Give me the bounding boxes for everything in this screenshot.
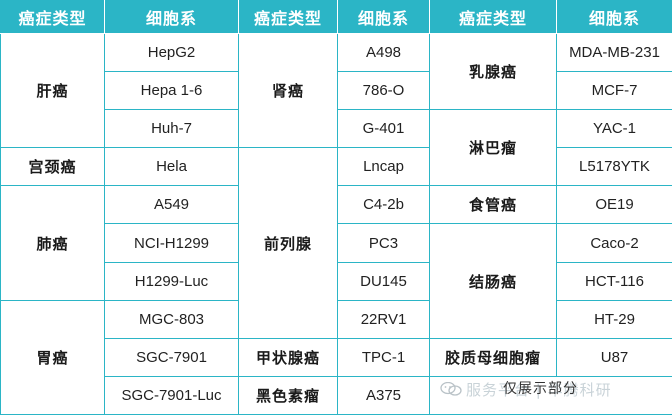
cancer-type-cell: 肾癌	[238, 32, 338, 149]
cell-line-cell: L5178YTK	[556, 147, 672, 187]
cancer-type-cell: 胶质母细胞瘤	[429, 337, 557, 377]
watermark: 服务平台 | 华腾科研	[440, 376, 612, 402]
cell-line-cell: A549	[104, 185, 239, 225]
cell-line-cell: SGC-7901	[104, 337, 239, 377]
cell-line-cell: A375	[337, 375, 430, 415]
cell-line-cell: MDA-MB-231	[556, 32, 672, 73]
cell-line-cell: Lncap	[337, 147, 430, 187]
header-row: 癌症类型 细胞系 癌症类型 细胞系 癌症类型 细胞系	[0, 0, 672, 34]
cancer-type-cell: 胃癌	[0, 299, 105, 415]
table-row: 宫颈癌 Hela 前列腺 Lncap L5178YTK	[0, 147, 672, 339]
cell-line-cell: G-401	[337, 109, 430, 149]
table-row: 胃癌 MGC-803 22RV1 HT-29	[0, 299, 672, 415]
table-row: SGC-7901 甲状腺癌 TPC-1 胶质母细胞瘤 U87	[1, 337, 672, 377]
cancer-type-cell: 淋巴瘤	[429, 109, 557, 187]
cell-line-cell: DU145	[337, 261, 430, 301]
cell-line-cell: YAC-1	[556, 109, 672, 149]
cell-line-cell: 22RV1	[337, 299, 430, 339]
cancer-type-cell: 黑色素瘤	[238, 375, 338, 415]
table-row: Huh-7 G-401 淋巴瘤 YAC-1	[1, 109, 672, 187]
cancer-type-cell: 前列腺	[238, 147, 338, 339]
header-cancer-type-2: 癌症类型	[238, 0, 338, 34]
cell-line-cell: HT-29	[556, 299, 672, 339]
cancer-type-cell: 甲状腺癌	[238, 337, 338, 377]
cell-line-cell: TPC-1	[337, 337, 430, 377]
table-row: NCI-H1299 PC3 结肠癌 Caco-2	[1, 223, 672, 339]
header-cancer-type-3: 癌症类型	[429, 0, 557, 34]
cell-line-cell: HCT-116	[556, 261, 672, 301]
cancer-type-cell: 宫颈癌	[0, 147, 105, 187]
header-cell-line-3: 细胞系	[556, 0, 672, 34]
cell-line-cell: Hepa 1-6	[104, 71, 239, 111]
cancer-type-cell: 乳腺癌	[429, 32, 557, 111]
cell-line-cell: OE19	[556, 185, 672, 225]
cancer-type-cell: 肝癌	[0, 32, 105, 149]
cell-line-cell: MCF-7	[556, 71, 672, 111]
cell-line-cell: NCI-H1299	[104, 223, 239, 263]
cell-line-cell: H1299-Luc	[104, 261, 239, 301]
cell-line-cell: Huh-7	[104, 109, 239, 149]
cell-line-cell: MGC-803	[104, 299, 239, 339]
cell-line-cell: Caco-2	[556, 223, 672, 263]
header-cell-line-2: 细胞系	[337, 0, 430, 34]
cancer-type-cell: 结肠癌	[429, 223, 557, 339]
table-row: 肝癌 HepG2 肾癌 A498 乳腺癌 MDA-MB-231	[0, 32, 672, 149]
header-cell-line-1: 细胞系	[104, 0, 239, 34]
cell-line-cell: C4-2b	[337, 185, 430, 225]
table-row: H1299-Luc DU145 HCT-116	[1, 261, 672, 301]
table-row: 肺癌 A549 C4-2b 食管癌 OE19	[0, 185, 672, 301]
cancer-type-cell: 肺癌	[0, 185, 105, 301]
overlay-note: 仅展示部分	[503, 381, 578, 397]
wechat-icon	[440, 381, 462, 396]
table-row: SGC-7901-Luc 黑色素瘤 A375	[1, 375, 672, 415]
cell-line-cell: PC3	[337, 223, 430, 263]
cell-line-cell: HepG2	[104, 32, 239, 73]
cell-line-cell: 786-O	[337, 71, 430, 111]
cell-line-cell: Hela	[104, 147, 239, 187]
header-cancer-type-1: 癌症类型	[0, 0, 105, 34]
watermark-area	[429, 375, 672, 415]
cell-line-cell: U87	[556, 337, 672, 377]
cancer-type-cell: 食管癌	[429, 185, 557, 225]
watermark-text: 服务平台 | 华腾科研	[466, 380, 612, 399]
cell-line-cell: SGC-7901-Luc	[104, 375, 239, 415]
cell-line-cell: A498	[337, 32, 430, 73]
